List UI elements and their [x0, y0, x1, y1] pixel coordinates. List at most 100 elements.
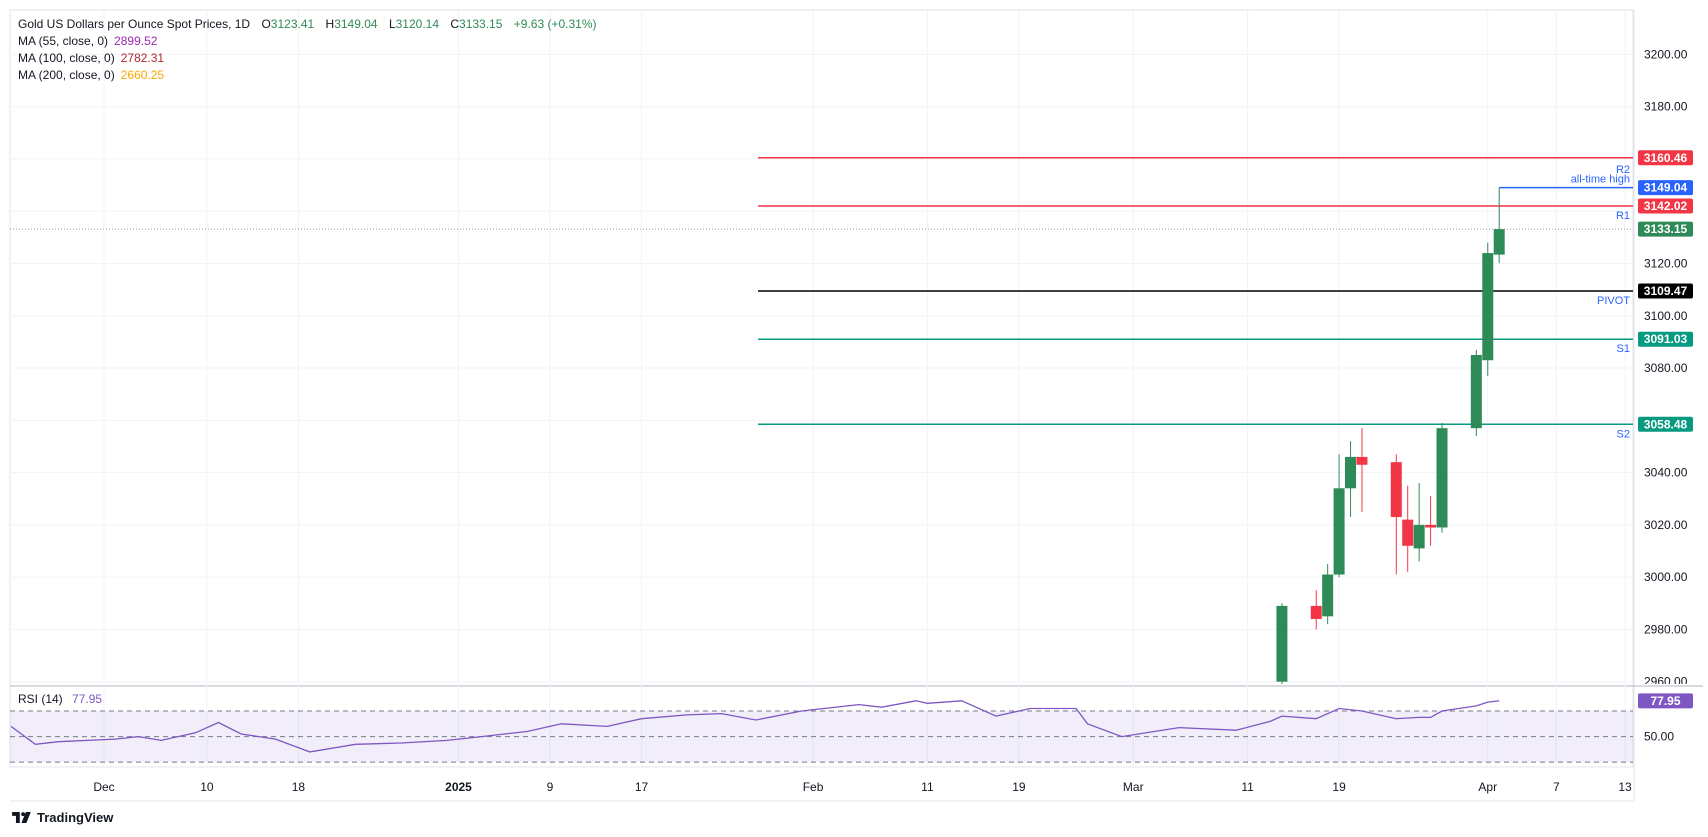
candle: [1310, 590, 1322, 630]
x-tick-label: 7: [1553, 780, 1560, 794]
level-tag: S2: [1617, 428, 1630, 440]
y-tick-label: 3020.00: [1644, 518, 1688, 532]
candle-body: [1390, 462, 1402, 518]
last-price-badge: [1638, 221, 1693, 237]
rsi-label: RSI (14): [18, 692, 63, 706]
open-number: 3123.41: [270, 17, 315, 31]
candle: [1413, 483, 1425, 562]
level-badge-r1: [1638, 198, 1693, 214]
candle-body: [1402, 519, 1414, 546]
level-price-label: 3109.47: [1644, 284, 1688, 298]
rsi-value-badge: [1638, 693, 1693, 709]
level-badge-r2: [1638, 150, 1693, 166]
rsi-line: [10, 700, 1500, 753]
candle: [1436, 422, 1448, 533]
low-label: L: [388, 17, 396, 31]
tradingview-logo-icon: [12, 812, 31, 823]
x-tick-label: Dec: [93, 780, 114, 794]
low-value: L3120.14: [389, 17, 439, 31]
rsi-legend[interactable]: RSI (14) 77.95: [18, 692, 102, 706]
x-tick-label: 9: [547, 780, 554, 794]
high-label: H: [325, 17, 335, 31]
candle-body: [1322, 574, 1334, 617]
x-tick-label: 19: [1012, 780, 1026, 794]
ohlc-row: Gold US Dollars per Ounce Spot Prices, 1…: [18, 16, 597, 33]
level-tag: S1: [1617, 343, 1630, 355]
y-grid: [10, 53, 1633, 683]
close-value: C3133.15: [450, 17, 502, 31]
candle-body: [1356, 456, 1368, 465]
y-tick-label: 3000.00: [1644, 570, 1688, 584]
candle: [1493, 187, 1505, 264]
ma200-row[interactable]: MA (200, close, 0) 2660.25: [18, 67, 597, 84]
candles: [1276, 187, 1505, 684]
last-price-label: 3133.15: [1644, 222, 1688, 236]
rsi-badge-label: 77.95: [1650, 694, 1680, 708]
x-tick-label: 2025: [445, 780, 472, 794]
close-number: 3133.15: [459, 17, 503, 31]
x-tick-label: Apr: [1478, 780, 1497, 794]
open-label: O: [261, 17, 271, 31]
ma100-row[interactable]: MA (100, close, 0) 2782.31: [18, 50, 597, 67]
low-number: 3120.14: [395, 17, 440, 31]
ma55-row[interactable]: MA (55, close, 0) 2899.52: [18, 33, 597, 50]
candle: [1482, 242, 1494, 376]
ma100-label: MA (100, close, 0): [18, 51, 115, 65]
level-price-label: 3142.02: [1644, 199, 1688, 213]
level-tag: PIVOT: [1597, 295, 1630, 307]
y-tick-label: 3080.00: [1644, 361, 1688, 375]
x-tick-label: 13: [1618, 780, 1632, 794]
level-tag: R1: [1616, 210, 1630, 222]
candle-body: [1493, 229, 1505, 255]
level-price-label: 3091.03: [1644, 332, 1688, 346]
brand-name: TradingView: [37, 810, 114, 825]
candle: [1470, 349, 1482, 437]
candle: [1402, 485, 1414, 572]
candle-body: [1310, 605, 1322, 619]
y-tick-label: 3180.00: [1644, 100, 1688, 114]
chart-legend: Gold US Dollars per Ounce Spot Prices, 1…: [18, 16, 597, 84]
level-price-label: 3149.04: [1644, 181, 1688, 195]
change-value: +9.63 (+0.31%): [513, 17, 597, 31]
plot-area: [9, 9, 1634, 768]
level-badge-all-time-high: [1638, 180, 1693, 196]
ma55-value: 2899.52: [114, 34, 158, 48]
level-price-label: 3058.48: [1644, 417, 1688, 431]
y-tick-label: 2980.00: [1644, 622, 1688, 636]
y-tick-label: 3200.00: [1644, 47, 1688, 61]
level-badge-s2: [1638, 416, 1693, 432]
x-tick-label: 18: [292, 780, 306, 794]
open-value: O3123.41: [261, 17, 314, 31]
candle-body: [1413, 524, 1425, 549]
candle: [1322, 564, 1334, 625]
level-tag: all-time high: [1571, 174, 1630, 186]
close-label: C: [450, 17, 460, 31]
high-number: 3149.04: [334, 17, 378, 31]
candle-body: [1436, 428, 1448, 528]
brand-logo[interactable]: TradingView: [12, 810, 113, 825]
y-tick-label: 3120.00: [1644, 257, 1688, 271]
candle-body: [1333, 488, 1345, 575]
rsi-axis-label: 50.00: [1644, 730, 1674, 744]
candle-body: [1470, 354, 1482, 429]
ma200-value: 2660.25: [120, 68, 165, 82]
ma100-value: 2782.31: [120, 51, 165, 65]
candle: [1425, 496, 1437, 546]
candle: [1390, 454, 1402, 575]
y-tick-label: 2960.00: [1644, 675, 1688, 689]
high-value: H3149.04: [326, 17, 378, 31]
candle: [1333, 454, 1345, 578]
x-tick-label: 17: [635, 780, 649, 794]
candle-body: [1482, 253, 1494, 361]
level-badge-pivot: [1638, 283, 1693, 299]
y-tick-label: 3040.00: [1644, 466, 1688, 480]
ma200-label: MA (200, close, 0): [18, 68, 115, 82]
level-tag: R2: [1616, 164, 1630, 176]
ma55-label: MA (55, close, 0): [18, 34, 109, 48]
candle: [1345, 441, 1357, 518]
x-tick-label: 11: [921, 780, 934, 794]
symbol-title[interactable]: Gold US Dollars per Ounce Spot Prices, 1…: [18, 17, 251, 31]
candle: [1356, 428, 1368, 512]
x-grid: [103, 10, 1626, 767]
